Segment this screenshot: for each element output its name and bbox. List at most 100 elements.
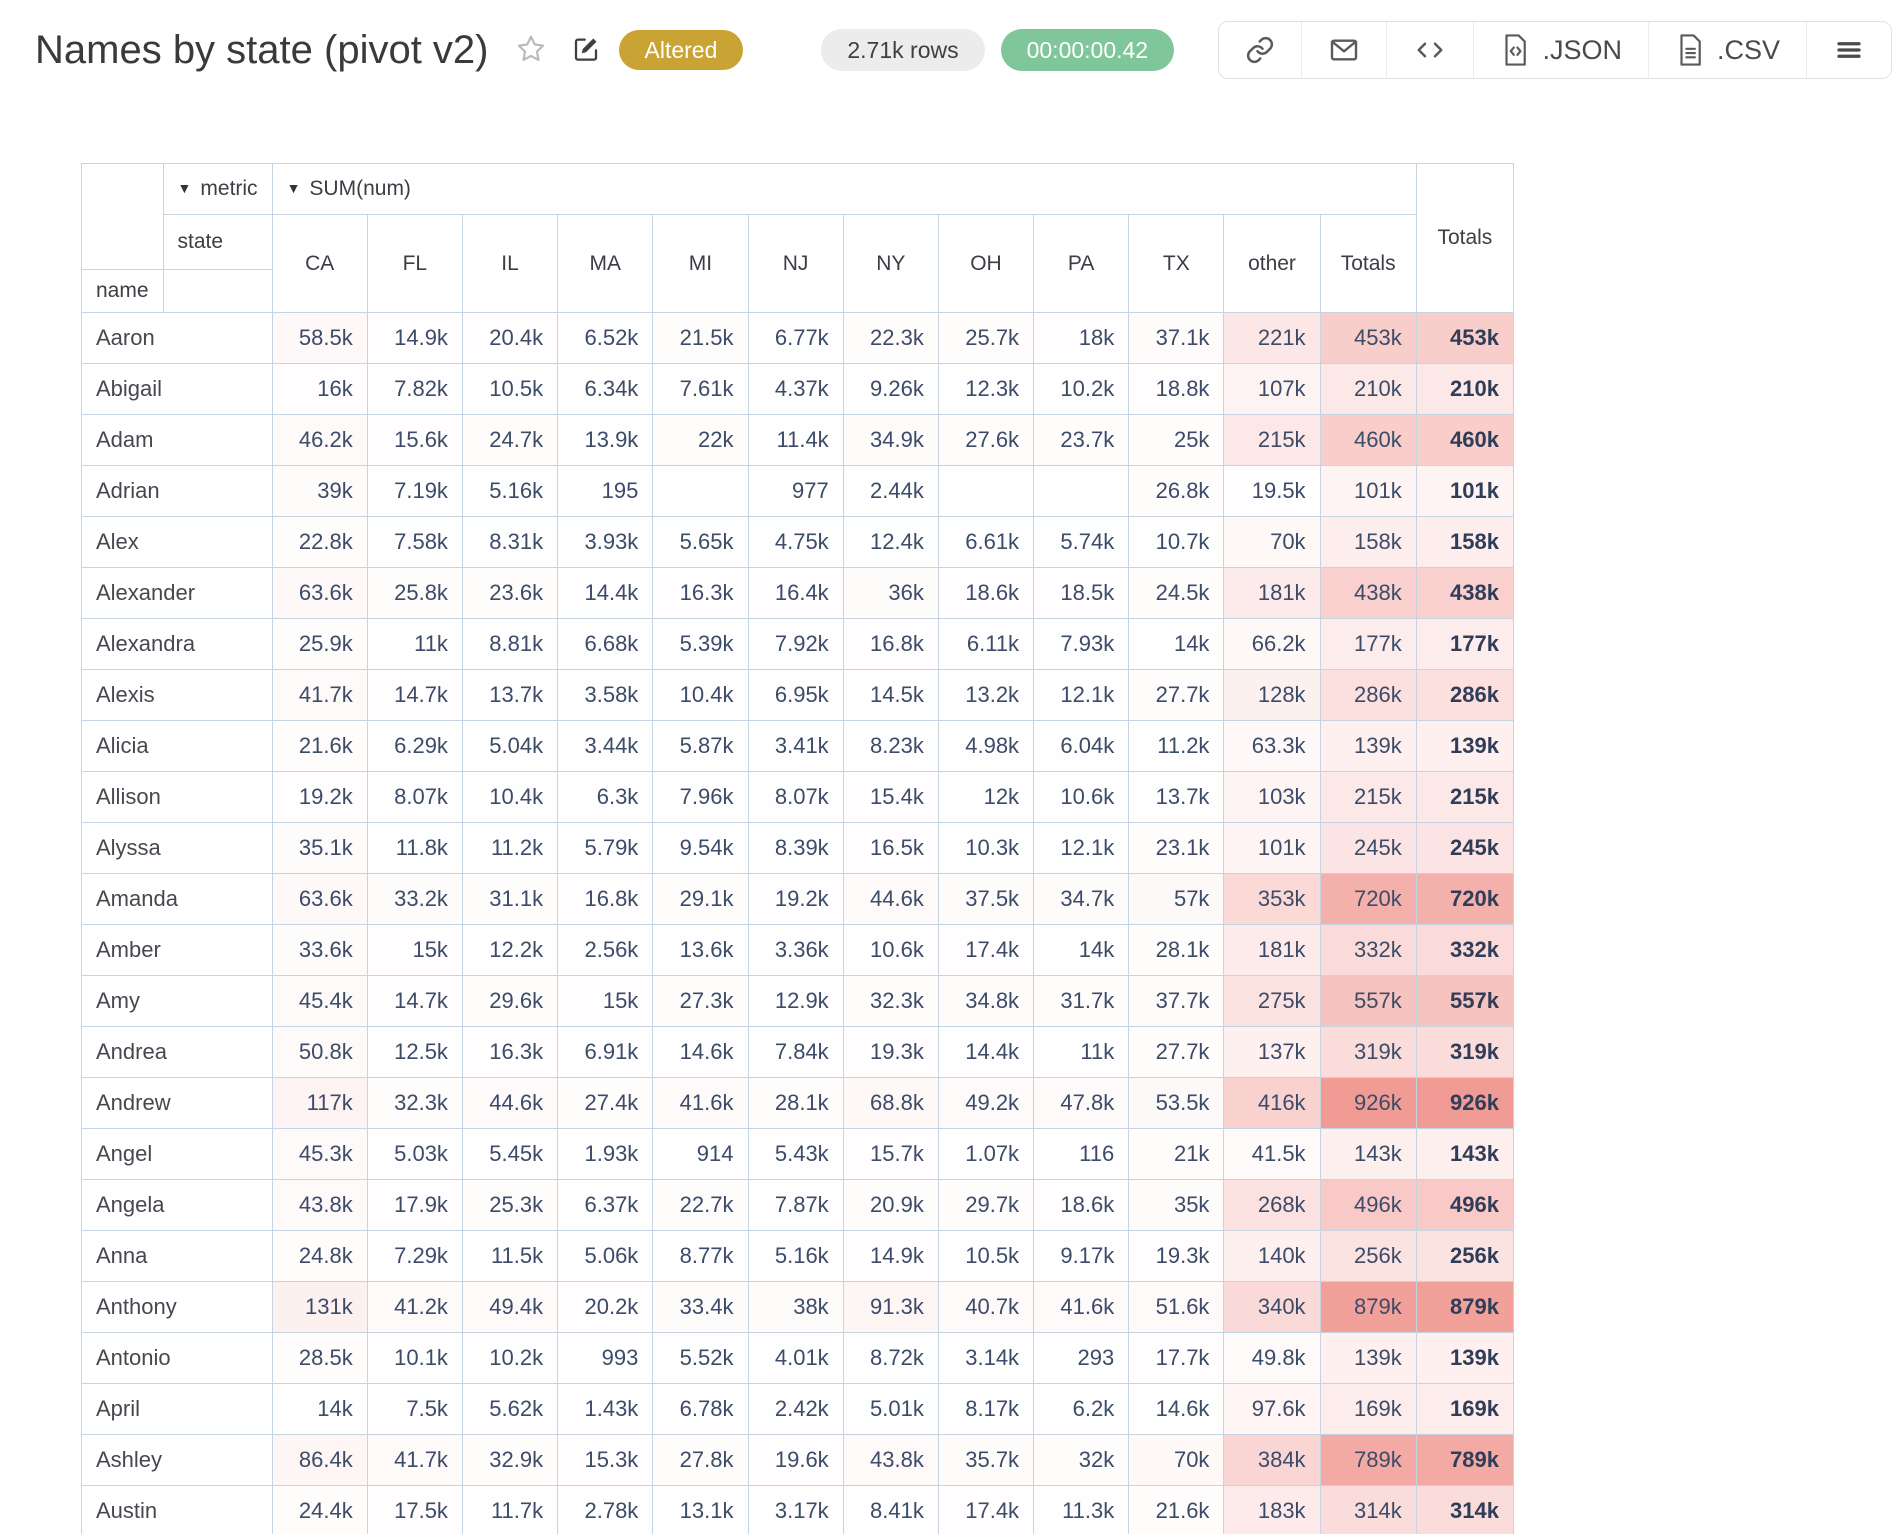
- pivot-value-cell: 41.2k: [366, 1281, 463, 1333]
- pivot-value-cell: 1.07k: [937, 1128, 1035, 1180]
- row-name-cell: Ashley: [81, 1434, 273, 1486]
- column-header-ma: MA: [557, 214, 654, 313]
- pivot-value-cell: 14k: [1033, 924, 1130, 976]
- pivot-value-cell: 6.95k: [747, 669, 844, 721]
- pivot-value-cell: 57k: [1128, 873, 1225, 925]
- pivot-value-cell: 16.8k: [557, 873, 654, 925]
- metric-dropdown[interactable]: ▼ metric: [162, 163, 273, 215]
- pivot-value-cell: 8.77k: [652, 1230, 749, 1282]
- pivot-value-cell: 27.4k: [557, 1077, 654, 1129]
- table-row: Alexandra 25.9k 11k 8.81k 6.68k 5.39k 7.92k 16.…: [81, 618, 1514, 670]
- email-button[interactable]: [1301, 22, 1387, 78]
- pivot-value-cell: 5.45k: [461, 1128, 559, 1180]
- table-row: Ashley 86.4k 41.7k 32.9k 15.3k 27.8k 19.6k 43.8…: [81, 1434, 1514, 1486]
- pivot-value-cell: 15.3k: [557, 1434, 654, 1486]
- pivot-value-cell: 181k: [1223, 924, 1321, 976]
- file-code-icon: [1500, 33, 1530, 67]
- pivot-value-cell: 63.6k: [271, 873, 368, 925]
- download-json-button[interactable]: .JSON: [1473, 22, 1648, 78]
- pivot-value-cell: 7.58k: [366, 516, 463, 568]
- pivot-value-cell: 45.4k: [271, 975, 368, 1027]
- pivot-value-cell: 15k: [366, 924, 463, 976]
- pivot-value-cell: 7.29k: [366, 1230, 463, 1282]
- pivot-value-cell: 116: [1033, 1128, 1130, 1180]
- pivot-value-cell: 6.2k: [1033, 1383, 1130, 1435]
- pivot-value-cell: 11k: [366, 618, 463, 670]
- favorite-button[interactable]: [515, 33, 547, 68]
- row-grand-total-cell: 215k: [1415, 771, 1514, 823]
- table-row: Anna 24.8k 7.29k 11.5k 5.06k 8.77k 5.16k 14.9k 1…: [81, 1230, 1514, 1282]
- pivot-value-cell: 10.4k: [652, 669, 749, 721]
- pivot-value-cell: 10.5k: [461, 363, 559, 415]
- link-button[interactable]: [1219, 22, 1302, 78]
- pivot-value-cell: 139k: [1319, 720, 1417, 772]
- link-icon: [1245, 35, 1275, 65]
- pivot-value-cell: 6.78k: [652, 1383, 749, 1435]
- table-row: Aaron 58.5k 14.9k 20.4k 6.52k 21.5k 6.77k 22.3k…: [81, 312, 1514, 364]
- pivot-value-cell: 10.1k: [366, 1332, 463, 1384]
- row-grand-total-cell: 926k: [1415, 1077, 1514, 1129]
- table-row: Alexis 41.7k 14.7k 13.7k 3.58k 10.4k 6.95k 14.5…: [81, 669, 1514, 721]
- pivot-value-cell: 181k: [1223, 567, 1321, 619]
- row-grand-total-cell: 460k: [1415, 414, 1514, 466]
- pivot-value-cell: 6.68k: [557, 618, 654, 670]
- pivot-value-cell: 12.1k: [1033, 669, 1130, 721]
- menu-button[interactable]: [1806, 22, 1891, 78]
- pivot-value-cell: 2.44k: [842, 465, 939, 517]
- pivot-value-cell: 5.65k: [652, 516, 749, 568]
- pivot-value-cell: 40.7k: [937, 1281, 1035, 1333]
- pivot-value-cell: 16.3k: [652, 567, 749, 619]
- pivot-value-cell: 7.84k: [747, 1026, 844, 1078]
- pivot-value-cell: 23.7k: [1033, 414, 1130, 466]
- column-header-fl: FL: [366, 214, 463, 313]
- pivot-value-cell: 496k: [1319, 1179, 1417, 1231]
- pivot-value-cell: 44.6k: [842, 873, 939, 925]
- sum-dropdown[interactable]: ▼ SUM(num): [271, 163, 1417, 215]
- pivot-value-cell: 13.9k: [557, 414, 654, 466]
- embed-code-button[interactable]: [1386, 22, 1474, 78]
- grand-totals-column-header: Totals: [1415, 163, 1514, 313]
- table-row: Alyssa 35.1k 11.8k 11.2k 5.79k 9.54k 8.39k 16.5…: [81, 822, 1514, 874]
- pivot-value-cell: 14.4k: [937, 1026, 1035, 1078]
- pivot-value-cell: 28.1k: [747, 1077, 844, 1129]
- state-row-label: state: [162, 214, 273, 270]
- pivot-value-cell: 3.41k: [747, 720, 844, 772]
- table-row: Anthony 131k 41.2k 49.4k 20.2k 33.4k 38k 91.3k 4…: [81, 1281, 1514, 1333]
- pivot-value-cell: 4.75k: [747, 516, 844, 568]
- table-row: Amy 45.4k 14.7k 29.6k 15k 27.3k 12.9k 32.3k 34.8…: [81, 975, 1514, 1027]
- pivot-value-cell: 7.82k: [366, 363, 463, 415]
- pivot-value-cell: 28.1k: [1128, 924, 1225, 976]
- pivot-value-cell: 25.3k: [461, 1179, 559, 1231]
- pivot-value-cell: 8.39k: [747, 822, 844, 874]
- pivot-value-cell: 26.8k: [1128, 465, 1225, 517]
- pivot-value-cell: 35.1k: [271, 822, 368, 874]
- edit-button[interactable]: [571, 34, 601, 67]
- pivot-value-cell: 6.52k: [557, 312, 654, 364]
- toolbar: Names by state (pivot v2) Altered 2.71k …: [0, 0, 1892, 100]
- row-grand-total-cell: 319k: [1415, 1026, 1514, 1078]
- pivot-value-cell: 117k: [271, 1077, 368, 1129]
- download-csv-button[interactable]: .CSV: [1647, 22, 1806, 78]
- row-grand-total-cell: 314k: [1415, 1485, 1514, 1534]
- row-name-cell: Andrea: [81, 1026, 273, 1078]
- row-name-cell: Aaron: [81, 312, 273, 364]
- pivot-value-cell: 128k: [1223, 669, 1321, 721]
- query-timer-badge: 00:00:00.42: [1000, 29, 1175, 71]
- pivot-value-cell: 9.54k: [652, 822, 749, 874]
- pivot-value-cell: 97.6k: [1223, 1383, 1321, 1435]
- pivot-value-cell: 31.7k: [1033, 975, 1130, 1027]
- pivot-value-cell: 993: [557, 1332, 654, 1384]
- pivot-value-cell: 21k: [1128, 1128, 1225, 1180]
- pivot-value-cell: 14.7k: [366, 669, 463, 721]
- pivot-value-cell: 32.3k: [366, 1077, 463, 1129]
- pivot-value-cell: 15.4k: [842, 771, 939, 823]
- pivot-value-cell: 11.2k: [1128, 720, 1225, 772]
- pivot-value-cell: 33.6k: [271, 924, 368, 976]
- table-row: Andrea 50.8k 12.5k 16.3k 6.91k 14.6k 7.84k 19.3…: [81, 1026, 1514, 1078]
- pivot-value-cell: 35.7k: [937, 1434, 1035, 1486]
- row-grand-total-cell: 101k: [1415, 465, 1514, 517]
- pivot-value-cell: 16k: [271, 363, 368, 415]
- pivot-value-cell: 17.7k: [1128, 1332, 1225, 1384]
- row-name-cell: Anna: [81, 1230, 273, 1282]
- pivot-value-cell: 319k: [1319, 1026, 1417, 1078]
